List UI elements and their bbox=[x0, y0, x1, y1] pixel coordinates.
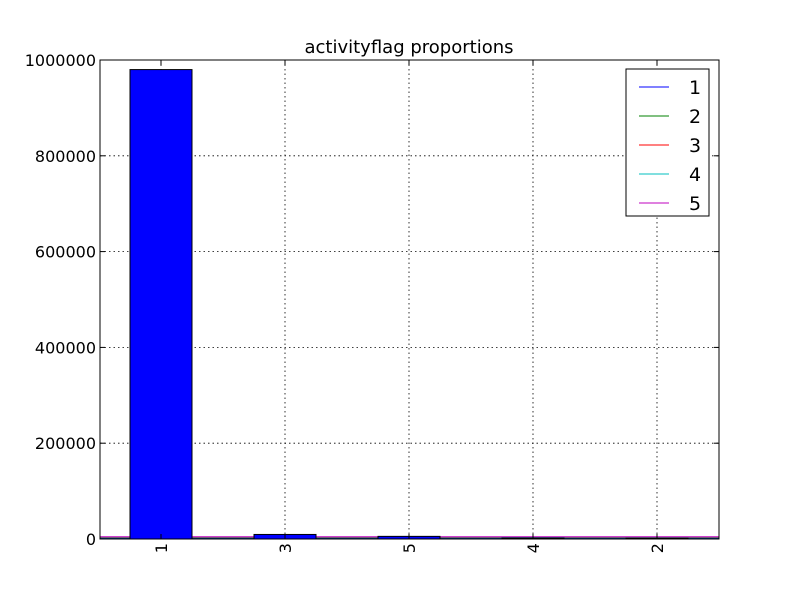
y-tick-label: 0 bbox=[86, 530, 96, 549]
legend-label-2: 2 bbox=[689, 106, 701, 128]
y-tick-label: 400000 bbox=[35, 338, 96, 357]
x-tick-label: 4 bbox=[524, 543, 543, 553]
x-tick-label: 3 bbox=[276, 543, 295, 553]
y-axis-ticks: 0 200000 400000 600000 800000 1000000 bbox=[25, 51, 719, 549]
legend-label-1: 1 bbox=[689, 77, 701, 99]
legend-label-5: 5 bbox=[689, 193, 701, 215]
chart-title: activityflag proportions bbox=[304, 37, 513, 58]
bar-1 bbox=[129, 69, 193, 540]
legend-label-4: 4 bbox=[689, 164, 701, 186]
y-tick-label: 600000 bbox=[35, 243, 96, 262]
x-tick-label: 2 bbox=[648, 543, 667, 553]
x-tick-label: 1 bbox=[152, 543, 171, 553]
legend: 1 2 3 4 5 bbox=[625, 68, 710, 217]
y-tick-label: 800000 bbox=[35, 147, 96, 166]
x-tick-label: 5 bbox=[400, 543, 419, 553]
legend-box bbox=[625, 68, 710, 217]
x-axis-ticks: 1 3 5 4 2 bbox=[152, 60, 667, 553]
y-tick-label: 1000000 bbox=[25, 51, 96, 70]
y-tick-label: 200000 bbox=[35, 434, 96, 453]
legend-label-3: 3 bbox=[689, 135, 701, 157]
